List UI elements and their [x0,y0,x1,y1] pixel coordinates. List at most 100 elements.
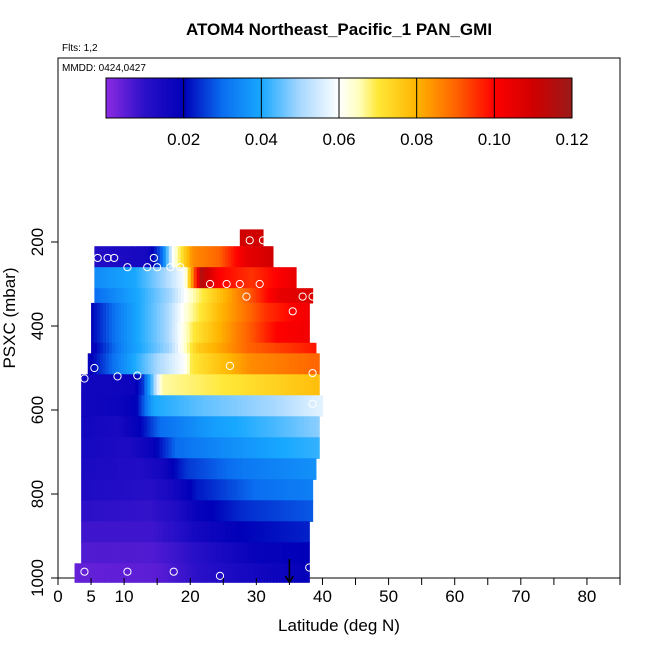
heatmap-cell [123,437,127,459]
heatmap-cell [97,267,101,289]
heatmap-cell [77,563,82,583]
heatmap-cell [231,458,236,480]
heatmap-cell [249,288,254,304]
heatmap-cell [171,458,176,480]
heatmap-cell [267,342,272,354]
heatmap-cell [118,342,122,354]
heatmap-cell [192,342,197,354]
heatmap-cell [148,342,152,354]
heatmap-cell [93,521,97,543]
heatmap-cell [141,246,146,268]
heatmap-cell [258,246,262,268]
heatmap-cell [213,500,217,522]
heatmap-cell [240,542,244,564]
heatmap-cell [283,353,287,375]
observation-point [143,263,152,272]
heatmap-cell [120,321,125,344]
heatmap-cell [144,500,148,522]
heatmap-cell [183,395,188,417]
heatmap-cell [222,288,227,304]
heatmap-cell [156,246,161,268]
observation-point [80,567,89,576]
heatmap-cell [195,302,200,323]
heatmap-cell [129,353,134,375]
heatmap-cell [258,437,263,459]
heatmap-cell [267,288,272,304]
heatmap-cell [189,302,194,323]
heatmap-cell [252,542,256,564]
heatmap-cell [310,374,314,396]
heatmap-cell [306,542,310,564]
heatmap-cell [298,374,302,396]
observation-point [103,253,112,263]
heatmap-cell [191,563,196,583]
heatmap-cell [297,542,301,564]
heatmap-cell [101,563,106,583]
heatmap-cell [153,395,158,417]
heatmap-cell [246,416,251,438]
heatmap-cell [210,302,215,323]
heatmap-cell [136,288,140,304]
heatmap-cell [160,267,165,289]
heatmap-cell [259,267,264,289]
heatmap-cell [254,229,258,247]
heatmap-cell [270,374,275,396]
heatmap-cell [194,563,199,583]
heatmap-cell [249,321,254,344]
heatmap-cell [171,374,176,396]
heatmap-cell [253,395,257,417]
heatmap-cell [225,500,230,522]
heatmap-cell [163,288,167,304]
heatmap-cell [246,302,251,323]
heatmap-cell [120,416,124,438]
heatmap-cell [138,353,143,375]
heatmap-cell [108,374,112,396]
heatmap-cell [237,458,242,480]
heatmap-cell [222,479,226,501]
heatmap-cell [192,521,196,543]
heatmap-cell [228,479,233,501]
heatmap-cell [186,521,190,543]
heatmap-cell [147,374,152,396]
heatmap-cell [210,374,215,396]
heatmap-cell [249,521,253,543]
heatmap-cell [201,521,205,543]
heatmap-cell [316,374,320,396]
heatmap-cell [112,288,116,304]
heatmap-cell [294,321,298,344]
heatmap-cell [231,342,236,354]
heatmap-cell [151,288,155,304]
heatmap-cell [237,374,242,396]
heatmap-cell [309,500,314,522]
heatmap-cell [162,342,167,354]
heatmap-cell [183,458,188,480]
heatmap-cell [222,437,227,459]
heatmap-cell [81,374,85,396]
heatmap-cell [273,437,278,459]
observation-point [123,263,132,272]
heatmap-cell [201,437,206,459]
heatmap-cell [177,353,182,375]
heatmap-cell [117,374,121,396]
heatmap-cell [303,500,308,522]
y-tick-label: 1000 [28,559,47,597]
heatmap-cell [159,458,163,480]
heatmap-cell [306,302,310,323]
heatmap-cell [140,563,145,583]
heatmap-cell [219,395,224,417]
heatmap-cell [99,416,103,438]
heatmap-cell [162,521,166,543]
heatmap-cell [150,521,154,543]
heatmap-cell [210,521,214,543]
heatmap-cell [95,563,100,583]
heatmap-cell [225,521,229,543]
heatmap-cell [133,342,137,354]
heatmap-cell [295,353,299,375]
heatmap-cell [295,395,299,417]
heatmap-cell [270,342,275,354]
heatmap-cell [216,437,221,459]
heatmap-cell [159,479,163,501]
heatmap-cell [204,321,209,344]
heatmap-cell [279,321,283,344]
